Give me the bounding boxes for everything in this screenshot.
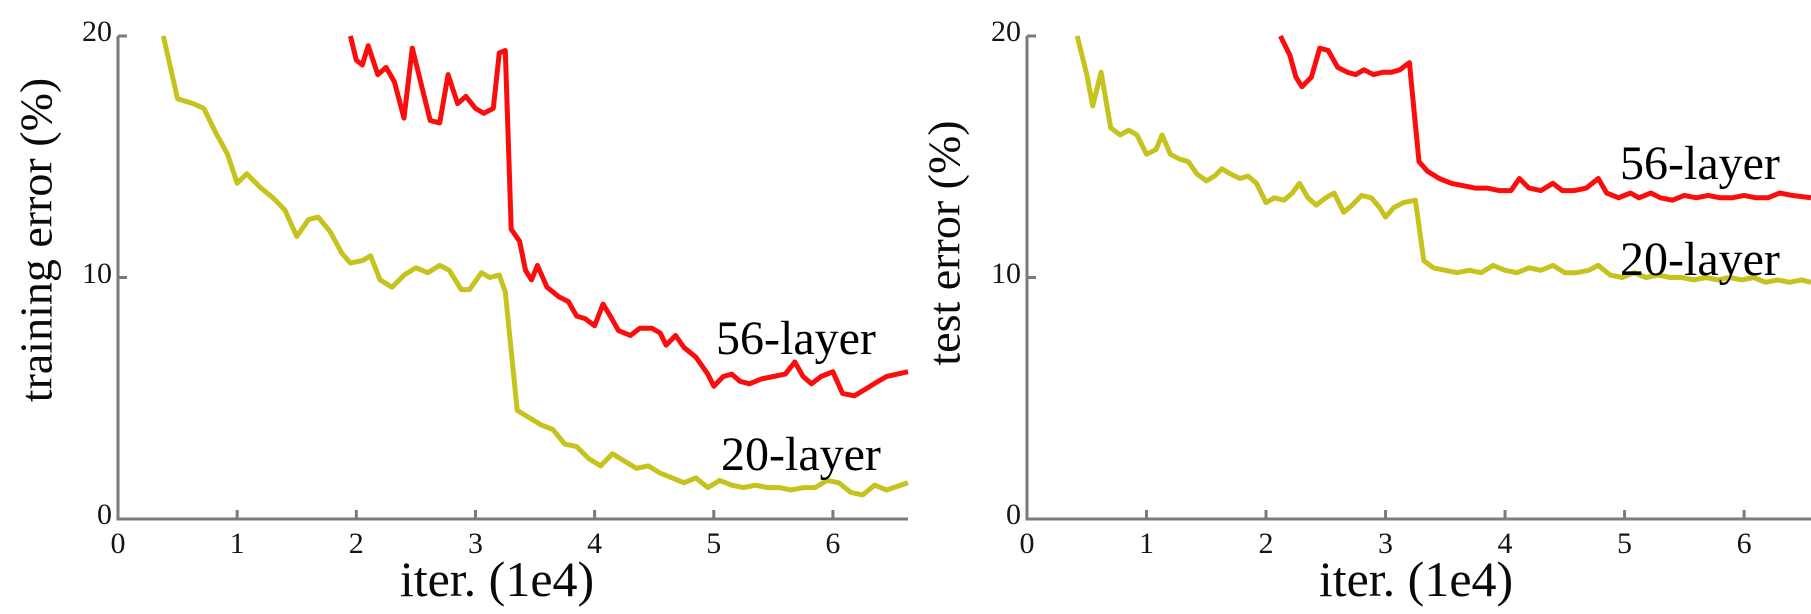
y-tick-label: 10 [991,256,1021,290]
series-line-20-layer [1074,35,1811,285]
y-axis-label-test-error: test error (%) [918,120,970,366]
x-tick-label: 2 [348,527,364,560]
x-tick-label: 1 [1139,527,1154,560]
x-axis-label-training-chart: iter. (1e4) [399,551,595,607]
test-error-plot [1025,34,1811,521]
series-line-20-layer [160,35,909,498]
y-tick-label: 10 [82,256,112,290]
series-label-test-20-layer: 20-layer [1620,233,1780,286]
series-line-56-layer [347,35,909,399]
training-error-plot [116,34,909,521]
series-label-training-20-layer: 20-layer [721,428,881,481]
x-tick-label: 3 [467,527,483,560]
x-tick-label: 6 [825,527,841,560]
x-tick-label: 3 [1378,527,1394,560]
x-tick-label: 5 [1617,527,1633,560]
y-axis-label-training-error: training error (%) [10,77,62,403]
x-tick-label: 1 [229,527,245,560]
x-tick-label: 5 [706,527,722,560]
y-tick-label: 0 [1006,498,1021,531]
y-tick-label: 20 [991,15,1021,48]
series-line-56-layer [1278,34,1811,203]
x-tick-label: 6 [1736,527,1752,560]
x-tick-label: 4 [587,527,603,560]
x-tick-label: 0 [110,527,126,560]
x-axis-label-test-chart: iter. (1e4) [1318,551,1514,607]
series-label-test-56-layer: 56-layer [1620,137,1780,190]
x-tick-label: 4 [1497,527,1513,560]
y-tick-label: 0 [97,498,112,531]
series-label-training-56-layer: 56-layer [716,312,876,365]
y-tick-label: 20 [82,15,112,48]
x-tick-label: 0 [1019,527,1035,560]
x-tick-label: 2 [1258,527,1274,560]
